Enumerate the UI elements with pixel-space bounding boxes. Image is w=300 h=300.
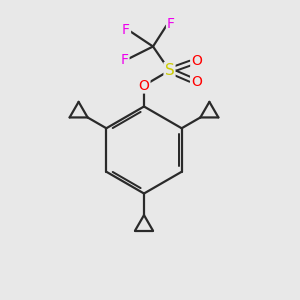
Text: O: O [191, 54, 202, 68]
Text: F: F [121, 53, 128, 67]
Text: F: F [122, 23, 130, 37]
Text: O: O [191, 75, 202, 89]
Text: O: O [139, 79, 149, 92]
Text: F: F [167, 17, 175, 31]
Text: S: S [165, 63, 174, 78]
